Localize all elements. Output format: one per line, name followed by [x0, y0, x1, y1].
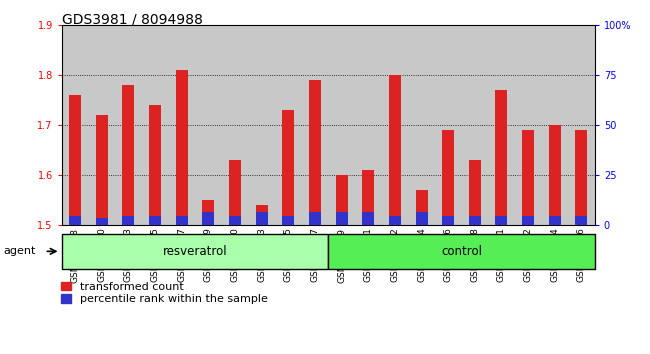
Bar: [442, 216, 454, 225]
Bar: [469, 216, 481, 225]
Bar: [522, 216, 534, 225]
Bar: [549, 216, 561, 225]
Bar: [248, 25, 275, 225]
Bar: [382, 25, 408, 225]
Bar: [282, 110, 294, 225]
Bar: [335, 212, 348, 225]
Bar: [122, 85, 135, 225]
Bar: [328, 25, 355, 225]
Bar: [515, 25, 541, 225]
Bar: [229, 160, 241, 225]
Bar: [69, 216, 81, 225]
Bar: [255, 205, 268, 225]
Bar: [469, 160, 481, 225]
Bar: [462, 25, 488, 225]
Bar: [415, 212, 428, 225]
Bar: [549, 125, 561, 225]
Bar: [176, 216, 188, 225]
Bar: [202, 200, 215, 225]
Bar: [149, 216, 161, 225]
Bar: [88, 25, 115, 225]
Bar: [62, 234, 328, 269]
Bar: [488, 25, 515, 225]
Bar: [168, 25, 195, 225]
Bar: [442, 130, 454, 225]
Bar: [96, 218, 108, 225]
Legend: transformed count, percentile rank within the sample: transformed count, percentile rank withi…: [61, 282, 268, 304]
Bar: [495, 90, 508, 225]
Bar: [355, 25, 382, 225]
Bar: [149, 105, 161, 225]
Text: resveratrol: resveratrol: [162, 245, 228, 258]
Bar: [96, 115, 108, 225]
Bar: [495, 216, 508, 225]
Bar: [176, 70, 188, 225]
Bar: [195, 25, 222, 225]
Bar: [202, 212, 215, 225]
Bar: [309, 212, 321, 225]
Bar: [541, 25, 568, 225]
Bar: [275, 25, 302, 225]
Bar: [522, 130, 534, 225]
Bar: [362, 170, 374, 225]
Text: GDS3981 / 8094988: GDS3981 / 8094988: [62, 12, 203, 27]
Bar: [302, 25, 328, 225]
Bar: [389, 75, 401, 225]
Bar: [222, 25, 248, 225]
Bar: [309, 80, 321, 225]
Bar: [575, 130, 588, 225]
Bar: [568, 25, 595, 225]
Text: control: control: [441, 245, 482, 258]
Bar: [282, 216, 294, 225]
Bar: [389, 216, 401, 225]
Bar: [62, 25, 88, 225]
Bar: [328, 234, 595, 269]
Bar: [69, 95, 81, 225]
Text: agent: agent: [3, 246, 36, 256]
Bar: [335, 175, 348, 225]
Bar: [115, 25, 142, 225]
Bar: [408, 25, 435, 225]
Bar: [229, 216, 241, 225]
Bar: [575, 216, 588, 225]
Bar: [255, 212, 268, 225]
Bar: [435, 25, 462, 225]
Bar: [415, 190, 428, 225]
Bar: [142, 25, 168, 225]
Bar: [122, 216, 135, 225]
Bar: [362, 212, 374, 225]
